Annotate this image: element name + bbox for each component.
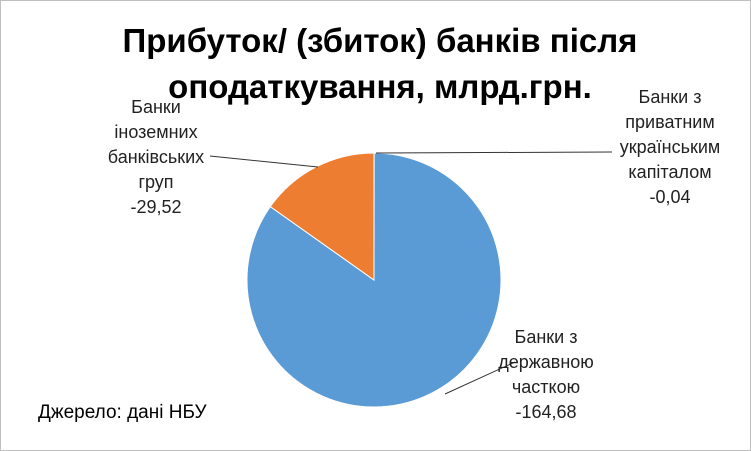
data-label: Банки іноземних банківських груп -29,52	[92, 95, 220, 220]
leader-line	[375, 151, 613, 154]
chart-title: Прибуток/ (збиток) банків після оподатку…	[122, 22, 638, 105]
label-category: Банки з приватним українським капіталом	[619, 87, 721, 182]
data-label: Банки з державною часткою -164,68	[482, 325, 610, 425]
label-category: Банки з державною часткою	[498, 327, 594, 397]
label-value: -29,52	[130, 197, 182, 217]
label-value: -0,04	[649, 187, 691, 207]
source-note: Джерело: дані НБУ	[38, 402, 207, 423]
label-value: -164,68	[515, 402, 577, 422]
data-label: Банки з приватним українським капіталом …	[605, 85, 735, 210]
pie-slice	[269, 152, 375, 281]
leader-line	[209, 155, 319, 168]
leader-line	[444, 361, 516, 395]
label-category: Банки іноземних банківських груп	[107, 97, 205, 192]
